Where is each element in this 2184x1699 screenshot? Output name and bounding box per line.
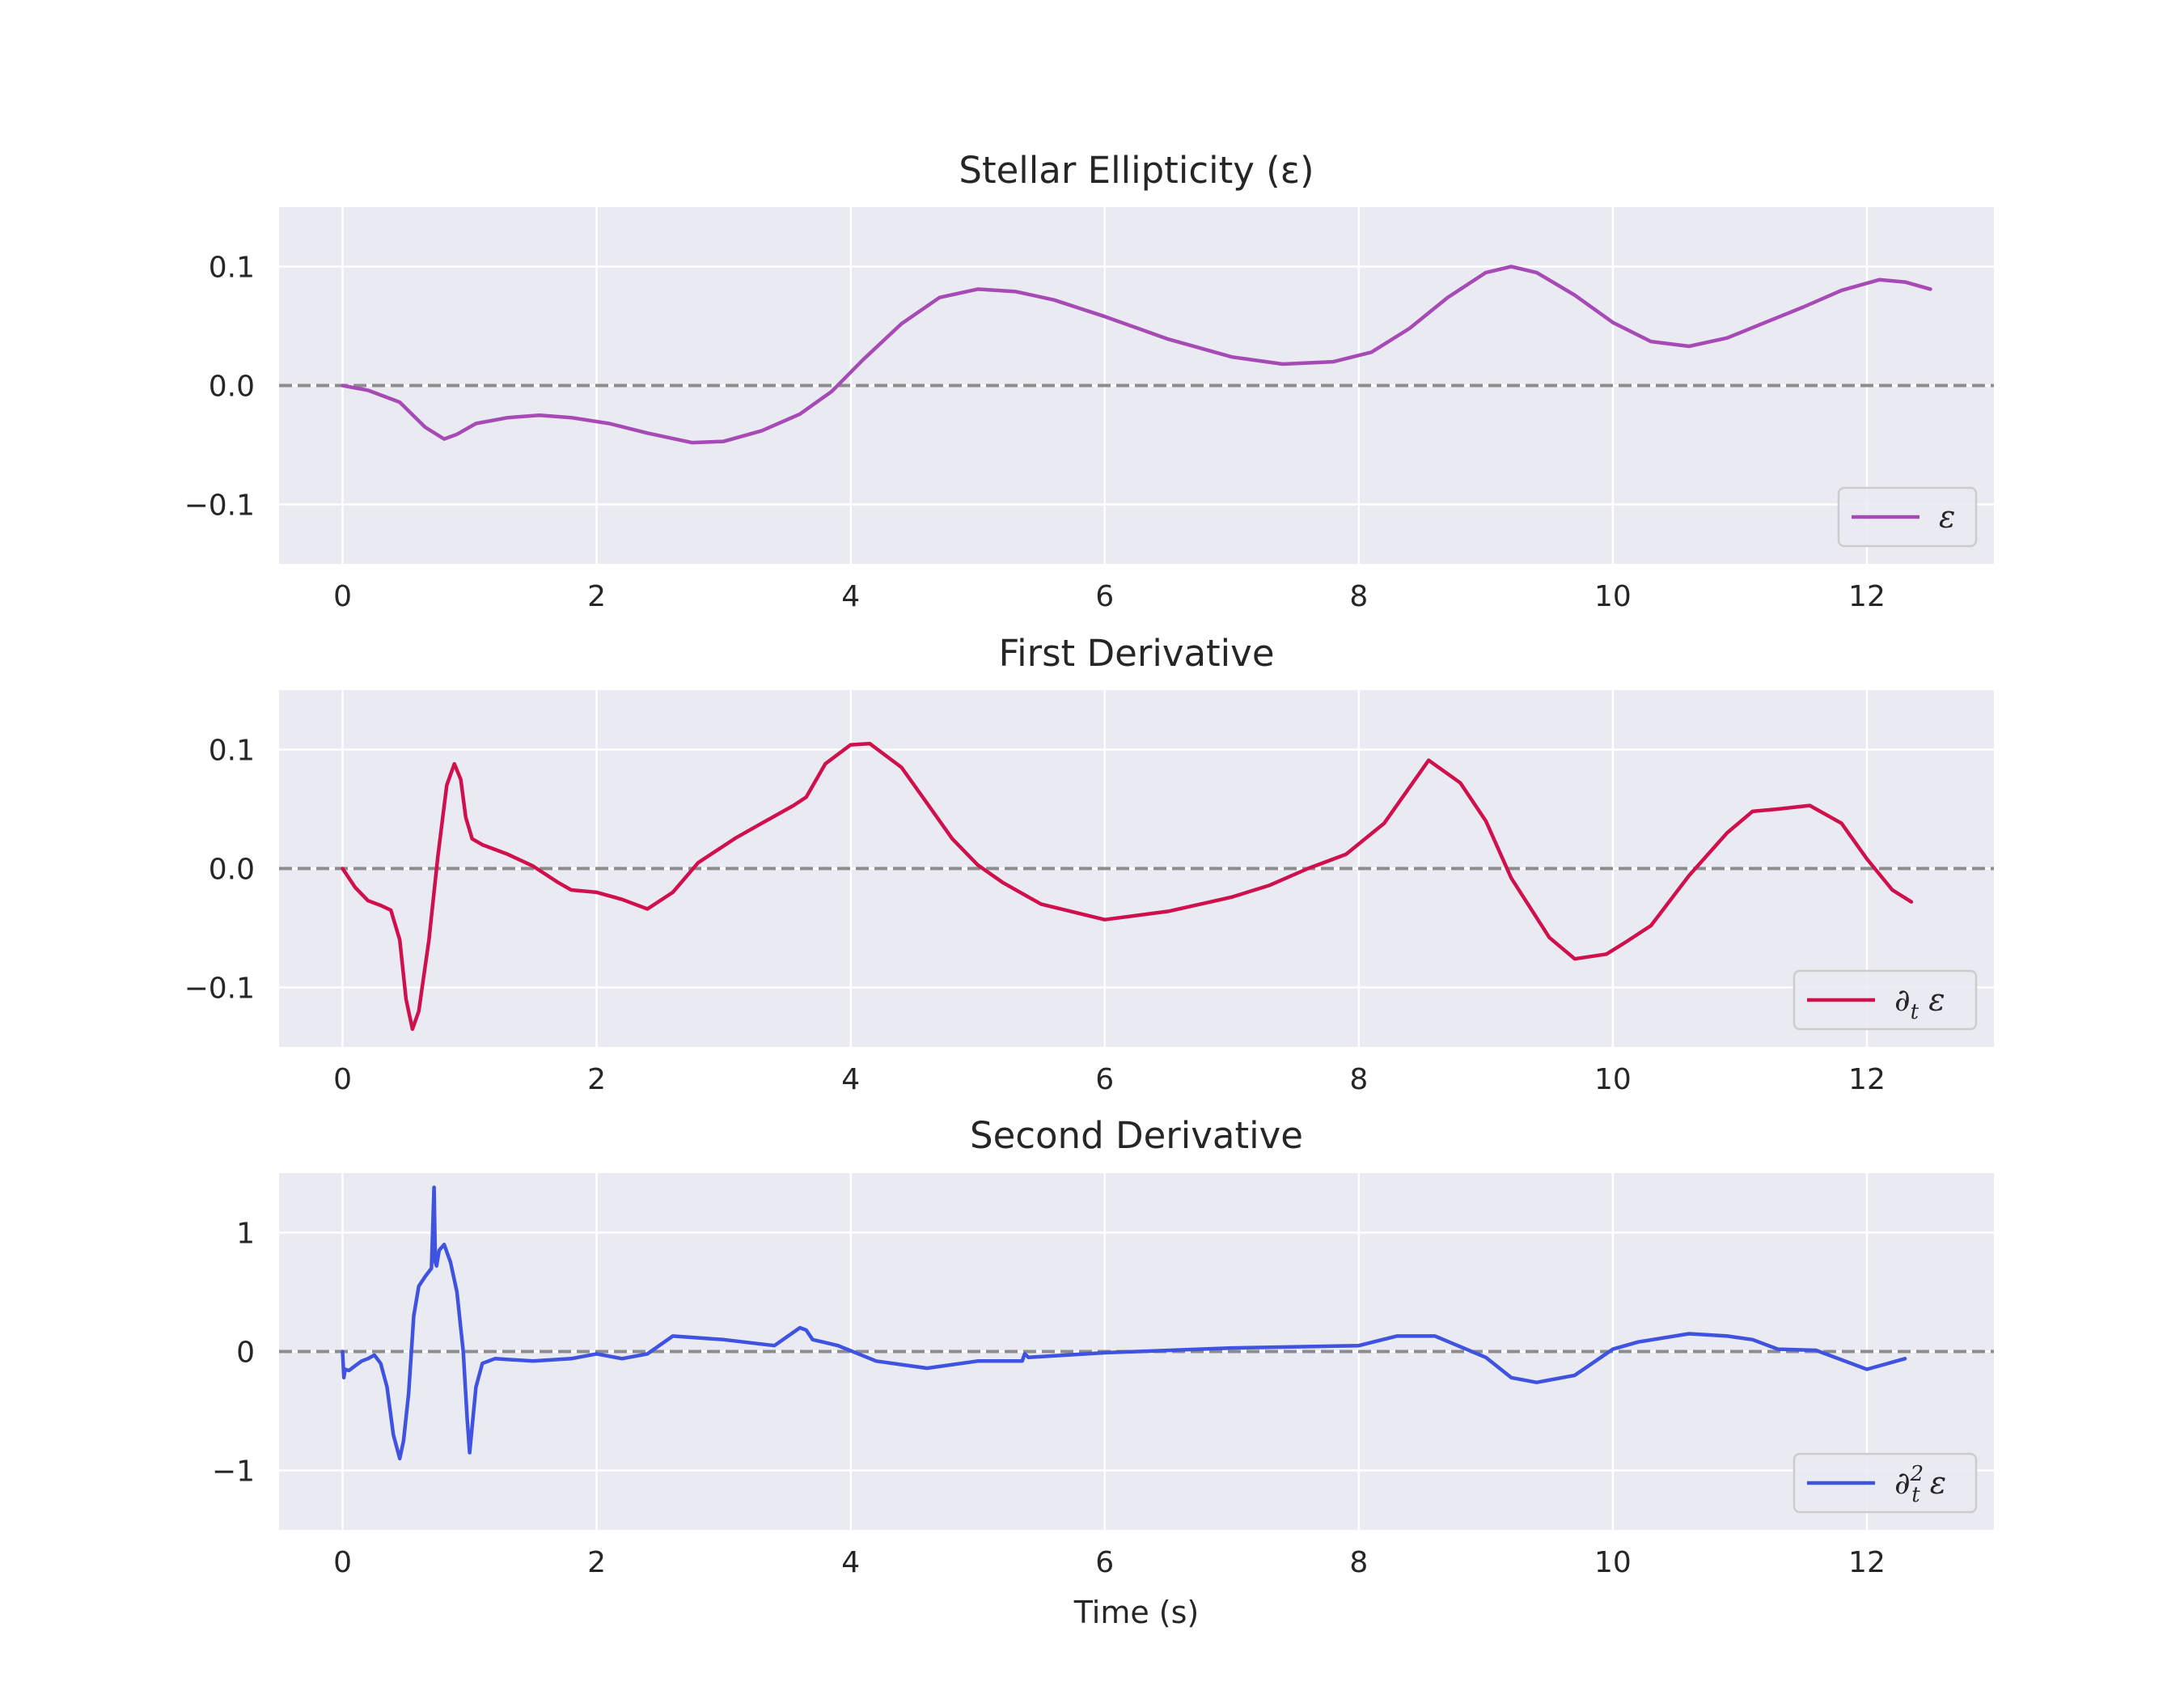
ellipticity-x-tick-label: 4 xyxy=(841,580,860,613)
second-derivative-y-tick-label: 0 xyxy=(236,1337,255,1370)
ellipticity-panel: Stellar Ellipticity (ε) 0 2 4 6 8 10 12 −0.1 0.0… xyxy=(184,149,1994,613)
first-derivative-x-tick-label: 12 xyxy=(1848,1063,1886,1096)
ellipticity-x-tick-label: 8 xyxy=(1349,580,1368,613)
second-derivative-x-tick-label: 12 xyxy=(1848,1546,1886,1579)
first-derivative-y-tick-label: −0.1 xyxy=(184,972,255,1006)
first-derivative-x-tick-label: 10 xyxy=(1594,1063,1632,1096)
second-derivative-series-line xyxy=(341,1185,1907,1461)
second-derivative-x-tick-label: 10 xyxy=(1594,1546,1632,1579)
first-derivative-legend-label: ∂t ε xyxy=(1894,982,1945,1024)
ellipticity-x-tick-label: 2 xyxy=(587,580,606,613)
ellipticity-panel-title: Stellar Ellipticity (ε) xyxy=(959,149,1314,192)
first-derivative-x-tick-label: 6 xyxy=(1095,1063,1114,1096)
second-derivative-x-tick-label: 2 xyxy=(587,1546,606,1579)
ellipticity-y-tick-label: −0.1 xyxy=(184,489,255,523)
ellipticity-series-line xyxy=(341,265,1932,445)
second-derivative-x-tick-label: 6 xyxy=(1095,1546,1114,1579)
first-derivative-panel-title: First Derivative xyxy=(998,632,1274,675)
second-derivative-legend-box xyxy=(1792,1452,1978,1514)
ellipticity-legend-label: ε xyxy=(1939,499,1955,535)
second-derivative-x-tick-label: 0 xyxy=(333,1546,352,1579)
second-derivative-x-tick-label: 4 xyxy=(841,1546,860,1579)
second-derivative-legend-label: ∂2 t ε xyxy=(1894,1462,1946,1507)
first-derivative-series-line xyxy=(341,741,1914,1032)
second-derivative-panel-title: Second Derivative xyxy=(970,1114,1303,1157)
first-derivative-x-tick-label: 2 xyxy=(587,1063,606,1096)
ellipticity-x-tick-label: 6 xyxy=(1095,580,1114,613)
first-derivative-x-tick-label: 0 xyxy=(333,1063,352,1096)
first-derivative-legend-box xyxy=(1792,969,1978,1031)
second-derivative-panel: Second Derivative Time (s) 0 2 4 6 8 10 12 −1 0 1… xyxy=(212,1114,1994,1630)
first-derivative-x-tick-label: 8 xyxy=(1349,1063,1368,1096)
first-derivative-y-tick-label: 0.0 xyxy=(209,854,255,887)
ellipticity-y-tick-label: 0.1 xyxy=(209,252,255,285)
x-axis-label: Time (s) xyxy=(1073,1595,1200,1630)
ellipticity-x-tick-label: 12 xyxy=(1848,580,1886,613)
ellipticity-x-tick-label: 10 xyxy=(1594,580,1632,613)
first-derivative-x-tick-label: 4 xyxy=(841,1063,860,1096)
ellipticity-x-tick-label: 0 xyxy=(333,580,352,613)
second-derivative-x-tick-label: 8 xyxy=(1349,1546,1368,1579)
ellipticity-y-tick-label: 0.0 xyxy=(209,371,255,404)
first-derivative-y-tick-label: 0.1 xyxy=(209,735,255,768)
second-derivative-y-tick-label: −1 xyxy=(212,1455,255,1489)
second-derivative-y-tick-label: 1 xyxy=(236,1218,255,1251)
first-derivative-panel: First Derivative 0 2 4 6 8 10 12 −0.1 0.0 0.1 ∂t ε xyxy=(184,632,1994,1096)
